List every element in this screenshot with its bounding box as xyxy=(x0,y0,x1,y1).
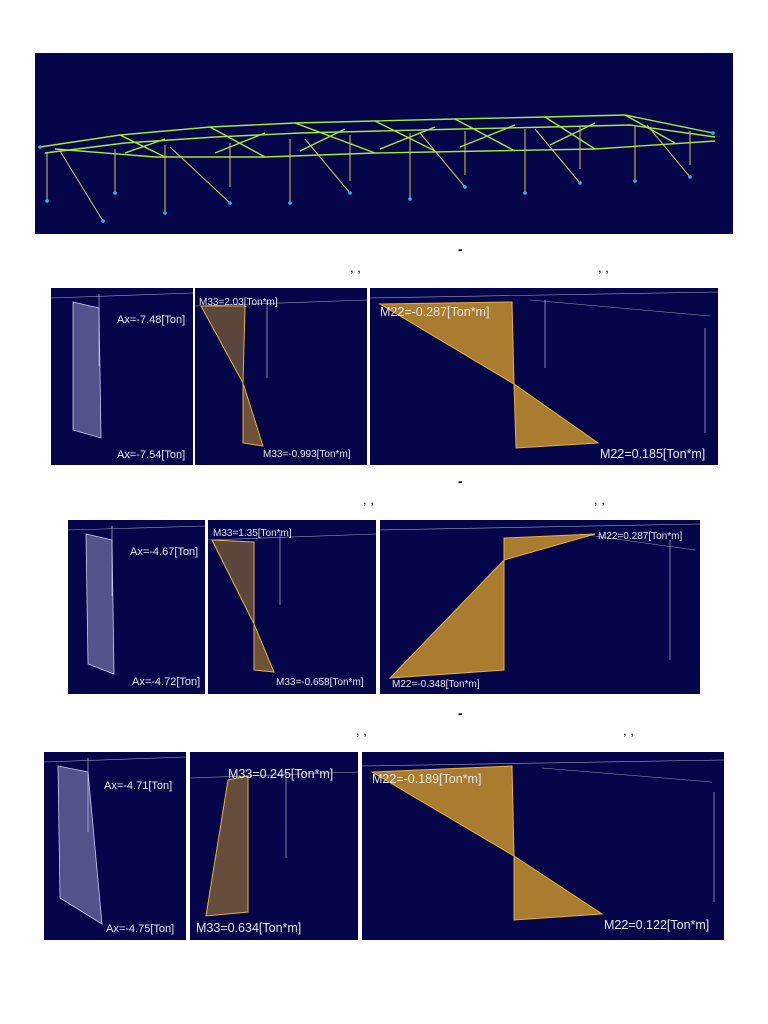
m33-diagram xyxy=(190,771,358,917)
m33-top-value: M33=2.03[Ton*m] xyxy=(199,297,278,308)
frame-model-view xyxy=(35,53,733,234)
axial-diagram xyxy=(68,525,205,675)
separator-commas: , , xyxy=(356,723,367,738)
m33-diagram xyxy=(195,299,367,447)
separator-dash: - xyxy=(458,705,463,721)
separator-dash: - xyxy=(458,473,463,489)
m33-top-value: M33=1.35[Ton*m] xyxy=(213,528,292,539)
axial-top-value: Ax=-4.67[Ton] xyxy=(130,546,199,558)
separator-commas: , , xyxy=(623,723,634,738)
m22-diagram xyxy=(362,759,724,921)
m22-bottom-value: M22=0.185[Ton*m] xyxy=(600,447,706,461)
m33-moment-panel: M33=1.35[Ton*m] M33=-0.658[Ton*m] xyxy=(208,520,376,694)
separator-commas: , , xyxy=(594,492,605,507)
separator-commas: , , xyxy=(598,260,609,275)
axial-force-panel: Ax=-4.71[Ton] Ax=-4.75[Ton] xyxy=(44,752,186,940)
m33-moment-panel: M33=0.245[Ton*m] M33=0.634[Ton*m] xyxy=(190,752,358,940)
axial-diagram xyxy=(51,292,193,439)
m33-bottom-value: M33=-0.993[Ton*m] xyxy=(263,449,351,460)
m22-top-value: M22=0.287[Ton*m] xyxy=(598,531,683,542)
m33-moment-panel: M33=2.03[Ton*m] M33=-0.993[Ton*m] xyxy=(195,288,367,465)
m22-top-value: M22=-0.189[Ton*m] xyxy=(372,772,482,786)
separator-commas: , , xyxy=(363,492,374,507)
m22-moment-panel: M22=0.287[Ton*m] M22=-0.348[Ton*m] xyxy=(380,520,700,694)
m22-top-value: M22=-0.287[Ton*m] xyxy=(380,305,490,319)
m22-diagram xyxy=(380,523,700,679)
m33-top-value: M33=0.245[Ton*m] xyxy=(228,767,334,781)
m22-diagram xyxy=(370,291,718,449)
frame-model-drawing xyxy=(38,114,716,223)
axial-bottom-value: Ax=-4.75[Ton] xyxy=(106,923,175,935)
m22-bottom-value: M22=0.122[Ton*m] xyxy=(604,918,710,932)
axial-diagram xyxy=(44,756,186,925)
axial-bottom-value: Ax=-4.72[Ton] xyxy=(132,676,201,688)
axial-top-value: Ax=-4.71[Ton] xyxy=(104,780,173,792)
separator-dash: - xyxy=(458,241,463,257)
axial-force-panel: Ax=-7.48[Ton] Ax=-7.54[Ton] xyxy=(51,288,193,465)
axial-force-panel: Ax=-4.67[Ton] Ax=-4.72[Ton] xyxy=(68,520,205,694)
m22-bottom-value: M22=-0.348[Ton*m] xyxy=(392,679,480,690)
m22-moment-panel: M22=-0.287[Ton*m] M22=0.185[Ton*m] xyxy=(370,288,718,465)
axial-top-value: Ax=-7.48[Ton] xyxy=(117,314,186,326)
m33-bottom-value: M33=0.634[Ton*m] xyxy=(196,921,302,935)
m33-bottom-value: M33=-0.658[Ton*m] xyxy=(276,677,364,688)
axial-bottom-value: Ax=-7.54[Ton] xyxy=(117,449,186,461)
m22-moment-panel: M22=-0.189[Ton*m] M22=0.122[Ton*m] xyxy=(362,752,724,940)
separator-commas: , , xyxy=(350,260,361,275)
m33-diagram xyxy=(208,533,376,673)
